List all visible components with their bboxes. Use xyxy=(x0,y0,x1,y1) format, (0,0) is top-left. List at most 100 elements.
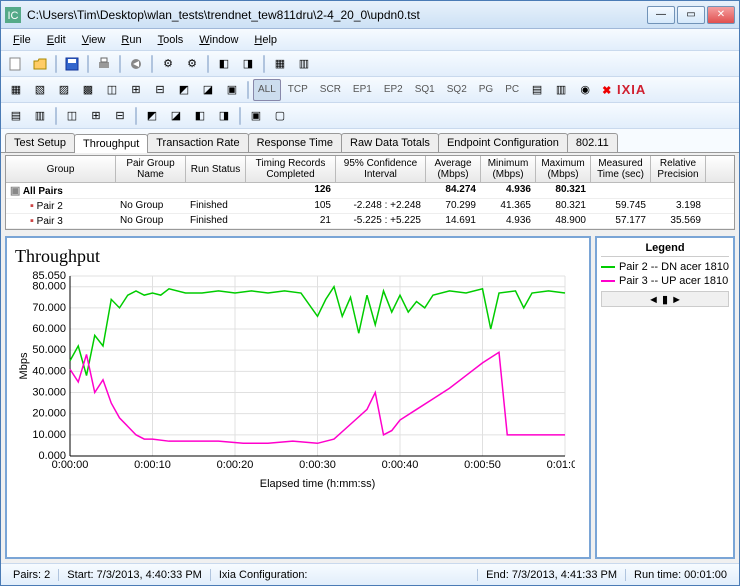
close-button[interactable]: ✕ xyxy=(707,6,735,24)
t3j-icon[interactable]: ▣ xyxy=(245,105,267,127)
new-icon[interactable] xyxy=(5,53,27,75)
cell: 80.321 xyxy=(536,199,591,213)
tab-response-time[interactable]: Response Time xyxy=(248,133,342,152)
t3g-icon[interactable]: ◪ xyxy=(165,105,187,127)
status-start: Start: 7/3/2013, 4:40:33 PM xyxy=(59,569,211,581)
tab-throughput[interactable]: Throughput xyxy=(74,134,148,153)
run-icon[interactable] xyxy=(125,53,147,75)
menu-tools[interactable]: Tools xyxy=(152,32,190,48)
menu-edit[interactable]: Edit xyxy=(41,32,72,48)
filter-pg[interactable]: PG xyxy=(474,79,498,101)
legend-item[interactable]: Pair 2 -- DN acer 1810 xyxy=(601,261,729,273)
tb2-extra-1[interactable]: ▥ xyxy=(550,79,572,101)
tb2-icon-4[interactable]: ◫ xyxy=(101,79,123,101)
filter-all[interactable]: ALL xyxy=(253,79,281,101)
cell: 57.177 xyxy=(591,214,651,228)
svg-text:0:00:10: 0:00:10 xyxy=(134,459,171,471)
col-header[interactable]: Run Status xyxy=(186,156,246,182)
cell xyxy=(186,183,246,198)
tool-a-icon[interactable]: ▦ xyxy=(269,53,291,75)
maximize-button[interactable]: ▭ xyxy=(677,6,705,24)
filter-ep2[interactable]: EP2 xyxy=(379,79,408,101)
menu-file[interactable]: File xyxy=(7,32,37,48)
t3k-icon[interactable]: ▢ xyxy=(269,105,291,127)
col-header[interactable]: Timing Records Completed xyxy=(246,156,336,182)
print-icon[interactable] xyxy=(93,53,115,75)
filter-sq1[interactable]: SQ1 xyxy=(410,79,440,101)
cell: 4.936 xyxy=(481,183,536,198)
tb2-icon-7[interactable]: ◩ xyxy=(173,79,195,101)
save-icon[interactable] xyxy=(61,53,83,75)
col-header[interactable]: Relative Precision xyxy=(651,156,706,182)
tab-802.11[interactable]: 802.11 xyxy=(567,133,618,152)
svg-text:0:00:50: 0:00:50 xyxy=(464,459,501,471)
menu-view[interactable]: View xyxy=(76,32,112,48)
svg-text:0:00:00: 0:00:00 xyxy=(52,459,89,471)
col-header[interactable]: Average (Mbps) xyxy=(426,156,481,182)
col-header[interactable]: Pair Group Name xyxy=(116,156,186,182)
status-runtime: Run time: 00:01:00 xyxy=(626,569,735,581)
table-row[interactable]: ▣ All Pairs12684.2744.93680.321 xyxy=(6,183,734,199)
toggle2-icon[interactable]: ◨ xyxy=(237,53,259,75)
t3a-icon[interactable]: ▤ xyxy=(5,105,27,127)
cell: 80.321 xyxy=(536,183,591,198)
col-header[interactable]: Group xyxy=(6,156,116,182)
svg-text:0:00:40: 0:00:40 xyxy=(382,459,419,471)
t3b-icon[interactable]: ▥ xyxy=(29,105,51,127)
tab-raw-data-totals[interactable]: Raw Data Totals xyxy=(341,133,439,152)
minimize-button[interactable]: — xyxy=(647,6,675,24)
legend-item[interactable]: Pair 3 -- UP acer 1810 xyxy=(601,275,729,287)
col-header[interactable]: Minimum (Mbps) xyxy=(481,156,536,182)
tab-endpoint-configuration[interactable]: Endpoint Configuration xyxy=(438,133,568,152)
filter-tcp[interactable]: TCP xyxy=(283,79,313,101)
tb2-extra-0[interactable]: ▤ xyxy=(526,79,548,101)
svg-text:Mbps: Mbps xyxy=(18,352,30,379)
t3i-icon[interactable]: ◨ xyxy=(213,105,235,127)
menubar: FileEditViewRun ToolsWindowHelp xyxy=(1,29,739,51)
menu-window[interactable]: Window xyxy=(193,32,244,48)
tb2-icon-8[interactable]: ◪ xyxy=(197,79,219,101)
cell: 105 xyxy=(246,199,336,213)
cell: 21 xyxy=(246,214,336,228)
svg-text:85.050: 85.050 xyxy=(32,271,66,282)
cell xyxy=(651,183,706,198)
t3c-icon[interactable]: ◫ xyxy=(61,105,83,127)
table-row[interactable]: ▪ Pair 3No GroupFinished21-5.225 : +5.22… xyxy=(6,214,734,229)
toolbar-3: ▤ ▥ ◫ ⊞ ⊟ ◩ ◪ ◧ ◨ ▣ ▢ xyxy=(1,103,739,129)
col-header[interactable]: Maximum (Mbps) xyxy=(536,156,591,182)
tb2-icon-1[interactable]: ▧ xyxy=(29,79,51,101)
separator xyxy=(247,81,249,99)
col-header[interactable]: 95% Confidence Interval xyxy=(336,156,426,182)
tb2-icon-5[interactable]: ⊞ xyxy=(125,79,147,101)
tb2-icon-0[interactable]: ▦ xyxy=(5,79,27,101)
tb2-icon-3[interactable]: ▩ xyxy=(77,79,99,101)
titlebar[interactable]: IC C:\Users\Tim\Desktop\wlan_tests\trend… xyxy=(1,1,739,29)
menu-help[interactable]: Help xyxy=(248,32,283,48)
menu-run[interactable]: Run xyxy=(115,32,147,48)
open-icon[interactable] xyxy=(29,53,51,75)
cell: 41.365 xyxy=(481,199,536,213)
table-row[interactable]: ▪ Pair 2No GroupFinished105-2.248 : +2.2… xyxy=(6,199,734,214)
filter-scr[interactable]: SCR xyxy=(315,79,346,101)
t3h-icon[interactable]: ◧ xyxy=(189,105,211,127)
svg-text:80.000: 80.000 xyxy=(32,281,66,293)
filter-ep1[interactable]: EP1 xyxy=(348,79,377,101)
legend-scrollbar[interactable]: ◄ ▮ ► xyxy=(601,291,729,307)
t3d-icon[interactable]: ⊞ xyxy=(85,105,107,127)
tab-test-setup[interactable]: Test Setup xyxy=(5,133,75,152)
gear2-icon[interactable]: ⚙ xyxy=(181,53,203,75)
tb2-icon-6[interactable]: ⊟ xyxy=(149,79,171,101)
col-header[interactable]: Measured Time (sec) xyxy=(591,156,651,182)
tab-transaction-rate[interactable]: Transaction Rate xyxy=(147,133,248,152)
gear1-icon[interactable]: ⚙ xyxy=(157,53,179,75)
t3f-icon[interactable]: ◩ xyxy=(141,105,163,127)
tb2-extra-2[interactable]: ◉ xyxy=(574,79,596,101)
tb2-icon-2[interactable]: ▨ xyxy=(53,79,75,101)
tb2-icon-9[interactable]: ▣ xyxy=(221,79,243,101)
filter-pc[interactable]: PC xyxy=(500,79,524,101)
cell: ▪ Pair 3 xyxy=(6,214,116,228)
t3e-icon[interactable]: ⊟ xyxy=(109,105,131,127)
filter-sq2[interactable]: SQ2 xyxy=(442,79,472,101)
toggle1-icon[interactable]: ◧ xyxy=(213,53,235,75)
tool-b-icon[interactable]: ▥ xyxy=(293,53,315,75)
